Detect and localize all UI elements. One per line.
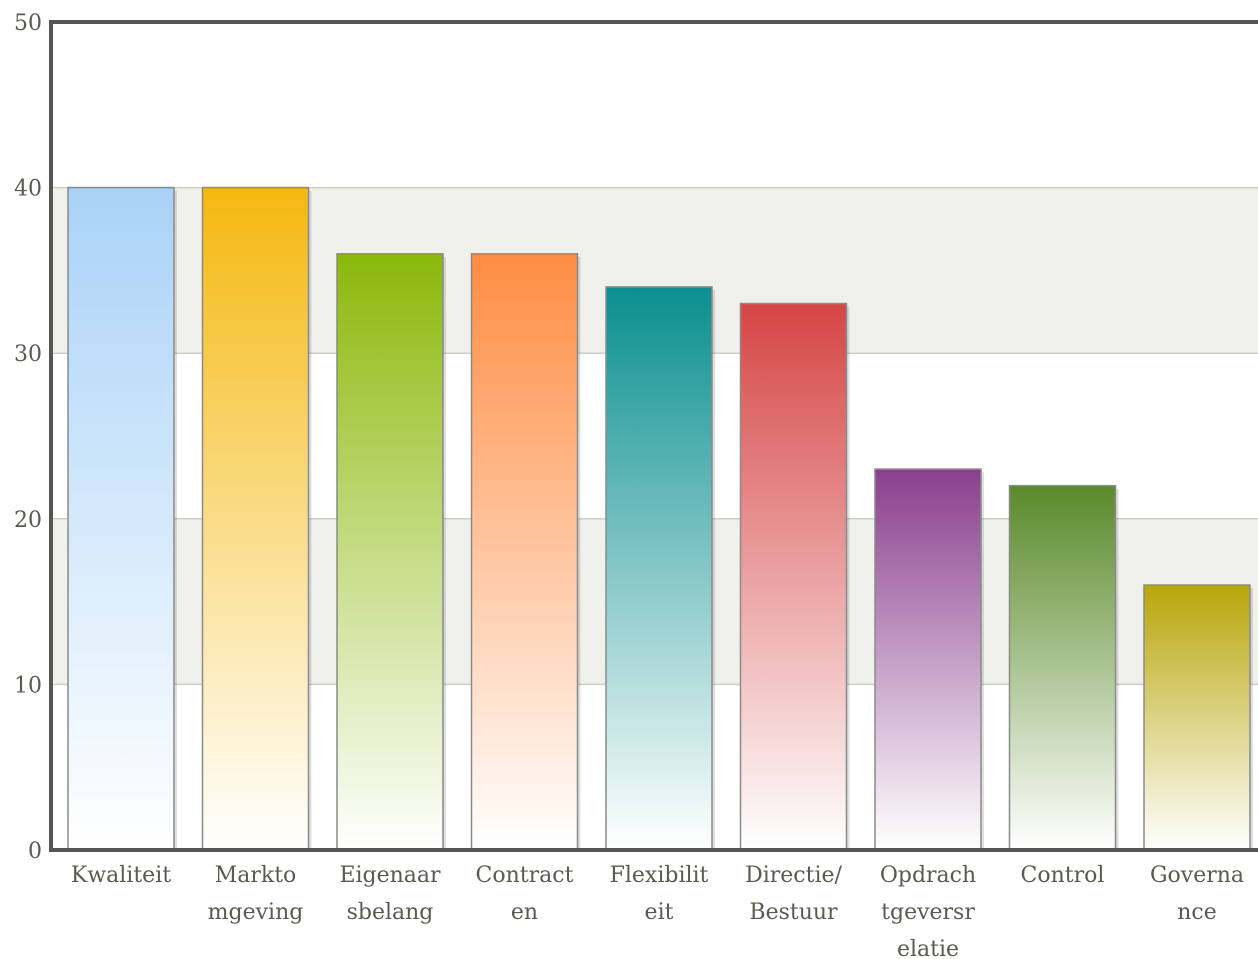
bar-1 <box>201 186 310 851</box>
x-tick-label: Control <box>1021 863 1105 888</box>
bar-4 <box>605 286 713 851</box>
y-tick-label: 50 <box>14 11 42 36</box>
x-tick-label: Directie/Bestuur <box>745 863 842 925</box>
bar-3 <box>470 253 579 851</box>
x-tick-label: Opdrach tgeversr elatie <box>880 863 976 959</box>
y-axis-ticks: 0 10 20 30 40 50 <box>14 11 42 864</box>
y-tick-label: 40 <box>14 177 42 202</box>
bar-7 <box>1008 484 1117 851</box>
bar-2 <box>336 253 444 851</box>
bar-8 <box>1143 584 1251 851</box>
x-tick-label: Markto mgeving <box>208 863 304 925</box>
y-tick-label: 0 <box>28 839 42 864</box>
bar-0 <box>67 186 175 851</box>
x-tick-label: Contract en <box>476 863 574 925</box>
y-tick-label: 20 <box>14 508 42 533</box>
x-tick-label: Kwaliteit <box>71 863 171 888</box>
bar-5 <box>739 302 848 851</box>
x-axis-labels: Kwaliteit Markto mgeving Eigenaar sbelang Con… <box>71 863 1244 959</box>
y-tick-label: 30 <box>14 342 42 367</box>
bars <box>67 186 1253 851</box>
x-tick-label: Eigenaar sbelang <box>339 863 441 925</box>
x-tick-label: Flexibilit eit <box>610 863 709 925</box>
bar-6 <box>874 468 982 851</box>
x-tick-label: Governa nce <box>1150 863 1244 925</box>
y-tick-label: 10 <box>14 673 42 698</box>
plot-frame <box>49 20 1258 852</box>
